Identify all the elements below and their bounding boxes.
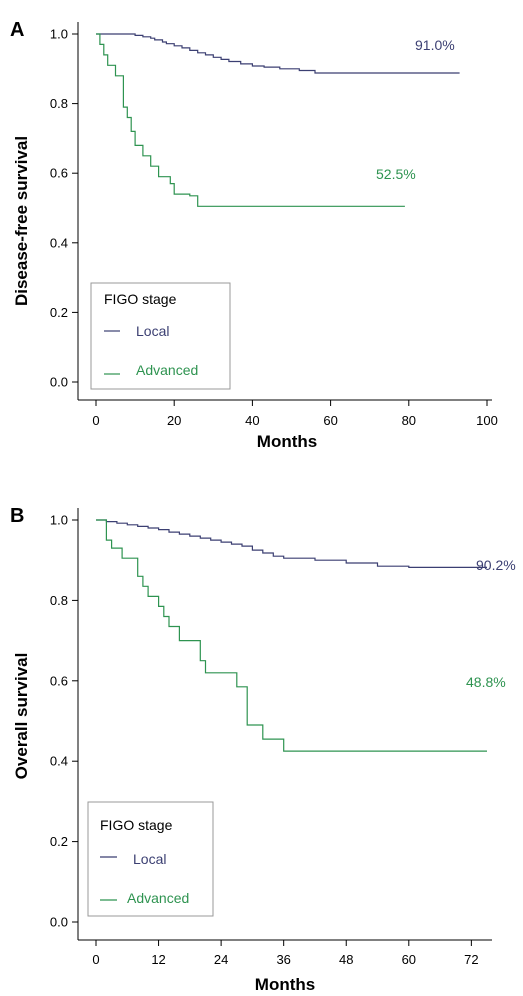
panel-b-legend-box [87,801,214,917]
panel-a-legend-label-local: Local [136,323,169,339]
panel-b-end-label-local: 90.2% [476,557,516,573]
panel-b-legend-label-advanced: Advanced [127,890,189,906]
panel-a-legend-box [90,282,231,390]
panel-a-x-tick-label: 40 [245,413,259,428]
panel-a-y-tick-label: 0.2 [50,305,68,320]
panel-a-y-tick-label: 0.4 [50,235,68,250]
panel-b-legend-title: FIGO stage [100,817,173,833]
panel-a-x-tick-label: 80 [402,413,416,428]
panel-b-y-tick-label: 0.6 [50,673,68,688]
panel-b-legend-label-local: Local [133,851,166,867]
panel-b-x-tick-label: 60 [402,952,416,967]
panel-b-x-tick-label: 12 [151,952,165,967]
panel-a-legend-title: FIGO stage [104,291,177,307]
panel-a-x-tick-label: 100 [476,413,498,428]
panel-b-x-tick-label: 36 [276,952,290,967]
panel-a: A 0.00.20.40.60.81.00 20 40 60 80 100 Months … [10,19,498,451]
panel-b-x-tick-label: 48 [339,952,353,967]
panel-b-x-tick-label: 0 [92,952,99,967]
panel-a-curve-local [96,33,460,74]
panel-a-y-tick-label: 0.0 [50,375,68,390]
panel-b-y-tick-label: 0.0 [50,915,68,930]
panel-a-y-tick-label: 0.6 [50,166,68,181]
panel-b-curve-local [96,519,487,568]
panel-b-y-tick-label: 1.0 [50,513,68,528]
panel-b: B 0.0 0.2 0.4 0.6 0.8 1.0 0 12 24 36 48 60 72 Months… [10,505,516,994]
panel-b-axes: 0.0 0.2 0.4 0.6 0.8 1.0 0 12 24 36 48 60 72 [50,508,492,967]
panel-a-x-axis-title: Months [257,432,317,451]
panel-b-x-tick-label: 72 [464,952,478,967]
panel-a-x-tick-label: 60 [323,413,337,428]
panel-b-x-axis-title: Months [255,975,315,994]
panel-a-legend-label-advanced: Advanced [136,362,198,378]
panel-a-curves [96,33,460,207]
panel-b-end-label-advanced: 48.8% [466,674,506,690]
panel-b-curve-advanced [96,519,487,752]
panel-a-end-label-advanced: 52.5% [376,166,416,182]
panel-b-x-tick-label: 24 [214,952,228,967]
panel-b-y-axis-title: Overall survival [12,653,31,780]
panel-b-y-tick-label: 0.4 [50,754,68,769]
panel-letter-a: A [10,19,24,41]
panel-b-curves [96,519,487,752]
panel-a-y-axis-title: Disease-free survival [12,136,31,306]
panel-a-y-tick-label: 1.0 [50,27,68,42]
panel-letter-b: B [10,505,24,527]
panel-b-y-tick-label: 0.2 [50,834,68,849]
panel-b-legend: FIGO stage Local Advanced [87,801,214,917]
panel-a-x-tick-label: 0 [92,413,99,428]
panel-b-y-tick-label: 0.8 [50,593,68,608]
panel-a-legend: FIGO stage Local Advanced [90,282,231,390]
panel-a-axes: 0.0 0.2 0.4 0.6 0.8 1.0 0 20 40 60 80 100 [50,22,498,428]
panel-a-curve-advanced [96,33,405,207]
panel-a-end-label-local: 91.0% [415,37,455,53]
panel-a-x-tick-label: 20 [167,413,181,428]
panel-a-y-tick-label: 0.8 [50,96,68,111]
